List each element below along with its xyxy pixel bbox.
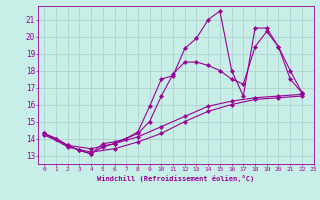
X-axis label: Windchill (Refroidissement éolien,°C): Windchill (Refroidissement éolien,°C) [97, 175, 255, 182]
